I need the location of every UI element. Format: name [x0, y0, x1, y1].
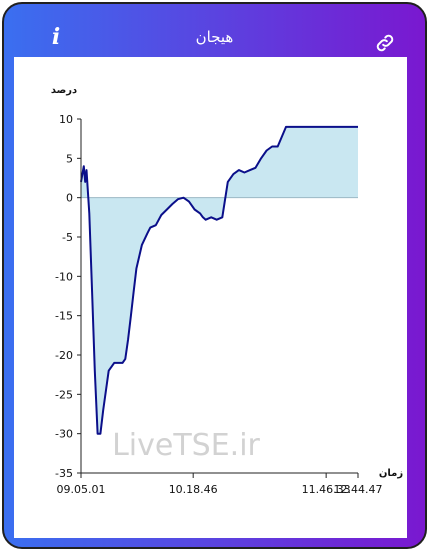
- y-tick-label: -15: [55, 310, 73, 323]
- header: i هیجان: [4, 4, 425, 60]
- y-tick-label: -10: [55, 270, 73, 283]
- y-tick-label: 10: [59, 113, 73, 126]
- page-title: هیجان: [195, 28, 234, 46]
- y-tick-label: -5: [62, 231, 73, 244]
- y-tick-label: 5: [66, 152, 73, 165]
- series-line: [80, 125, 358, 435]
- y-tick-label: -30: [55, 428, 73, 441]
- x-tick-label: 12.44.47: [334, 483, 383, 496]
- y-tick-label: -35: [55, 467, 73, 480]
- y-axis-label: درصد: [51, 85, 77, 96]
- app-frame: i هیجان درصد زمان LiveTSE.ir 10 5 0 -5 -10 -1…: [2, 2, 427, 549]
- x-tick-label: 11.46.33: [302, 483, 351, 496]
- link-icon[interactable]: [374, 32, 396, 54]
- watermark: LiveTSE.ir: [112, 428, 260, 463]
- chart: درصد زمان LiveTSE.ir 10 5 0 -5 -10 -15 -20 -25 -…: [51, 85, 404, 496]
- x-tick-label: 09.05.01: [57, 483, 106, 496]
- y-tick-label: -25: [55, 388, 73, 401]
- y-tick-label: -20: [55, 349, 73, 362]
- x-tick-label: 10.18.46: [169, 483, 218, 496]
- chart-panel: درصد زمان LiveTSE.ir 10 5 0 -5 -10 -15 -20 -25 -…: [14, 57, 407, 538]
- y-tick-label: 0: [66, 192, 73, 205]
- x-axis-label: زمان: [379, 468, 403, 479]
- info-icon[interactable]: i: [51, 24, 61, 50]
- area-fill: [81, 126, 358, 434]
